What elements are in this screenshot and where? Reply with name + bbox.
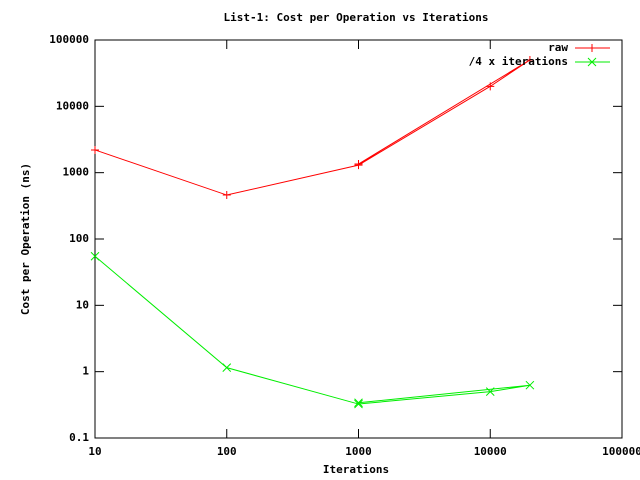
- y-tick-label: 100: [69, 232, 89, 245]
- y-tick-label: 1000: [63, 166, 90, 179]
- point-marker: [90, 251, 100, 261]
- point-marker: [485, 387, 495, 396]
- legend-marker: [587, 57, 597, 67]
- x-tick-label: 100: [217, 445, 237, 458]
- y-tick-label: 0.1: [69, 431, 89, 444]
- y-axis-label: Cost per Operation (ns): [19, 163, 32, 315]
- point-marker: [222, 363, 232, 372]
- point-marker: [222, 191, 231, 200]
- y-tick-label: 100000: [49, 33, 89, 46]
- x-tick-label: 100000: [602, 445, 640, 458]
- legend-label: raw: [548, 41, 568, 54]
- point-marker: [525, 380, 535, 390]
- point-marker: [354, 398, 363, 408]
- y-tick-label: 1: [82, 365, 89, 378]
- y-tick-label: 10000: [56, 99, 89, 112]
- series-line: [94, 255, 530, 405]
- point-marker: [91, 145, 99, 154]
- x-tick-label: 1000: [345, 445, 372, 458]
- legend-marker: [588, 44, 596, 52]
- legend-label: /4 x iterations: [469, 55, 568, 68]
- x-axis-label: Iterations: [323, 463, 389, 476]
- point-marker: [354, 160, 363, 169]
- chart-title: List-1: Cost per Operation vs Iterations: [224, 11, 489, 24]
- point-marker: [525, 55, 534, 64]
- point-marker: [354, 399, 363, 409]
- x-tick-label: 10: [88, 445, 101, 458]
- y-tick-label: 10: [76, 298, 89, 311]
- series-line: [94, 59, 531, 196]
- point-marker: [486, 82, 495, 91]
- plot-frame: [94, 39, 623, 439]
- x-tick-label: 10000: [474, 445, 507, 458]
